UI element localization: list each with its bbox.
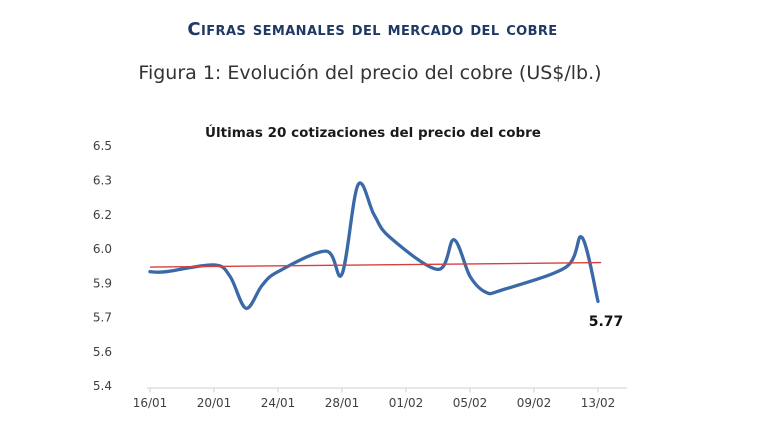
y-axis-tick-label: 5.6	[93, 345, 112, 359]
x-axis-tick-label: 20/01	[197, 396, 232, 410]
price-line	[148, 181, 600, 310]
y-axis-tick-label: 5.9	[93, 277, 112, 291]
y-axis-labels: 6.5 6.3 6.2 6.0 5.9 5.7 5.6 5.4	[93, 139, 112, 393]
y-axis-tick-label: 5.7	[93, 311, 112, 325]
y-axis-tick-label: 6.3	[93, 174, 112, 188]
x-axis-tick-label: 24/01	[261, 396, 296, 410]
x-axis-tick-label: 13/02	[581, 396, 616, 410]
y-axis-tick-label: 5.4	[93, 379, 112, 393]
y-axis-tick-label: 6.5	[93, 139, 112, 153]
x-axis-tick-label: 05/02	[453, 396, 488, 410]
trend-line	[149, 261, 602, 268]
y-axis-tick-label: 6.0	[93, 242, 112, 256]
page-title: Cifras semanales del mercado del cobre	[187, 19, 558, 40]
figure-caption: Figura 1: Evolución del precio del cobre…	[138, 62, 602, 84]
x-axis-labels: 16/01 20/01 24/01 28/01 01/02 05/02 09/0…	[133, 396, 616, 410]
y-axis-tick-label: 6.2	[93, 208, 112, 222]
last-value-label: 5.77	[589, 314, 624, 330]
x-axis-tick-label: 28/01	[325, 396, 360, 410]
x-axis-tick-label: 09/02	[517, 396, 552, 410]
chart-title: Últimas 20 cotizaciones del precio del c…	[205, 123, 541, 141]
x-axis-tick-label: 01/02	[389, 396, 424, 410]
x-axis-tick-label: 16/01	[133, 396, 168, 410]
x-axis	[147, 387, 627, 393]
